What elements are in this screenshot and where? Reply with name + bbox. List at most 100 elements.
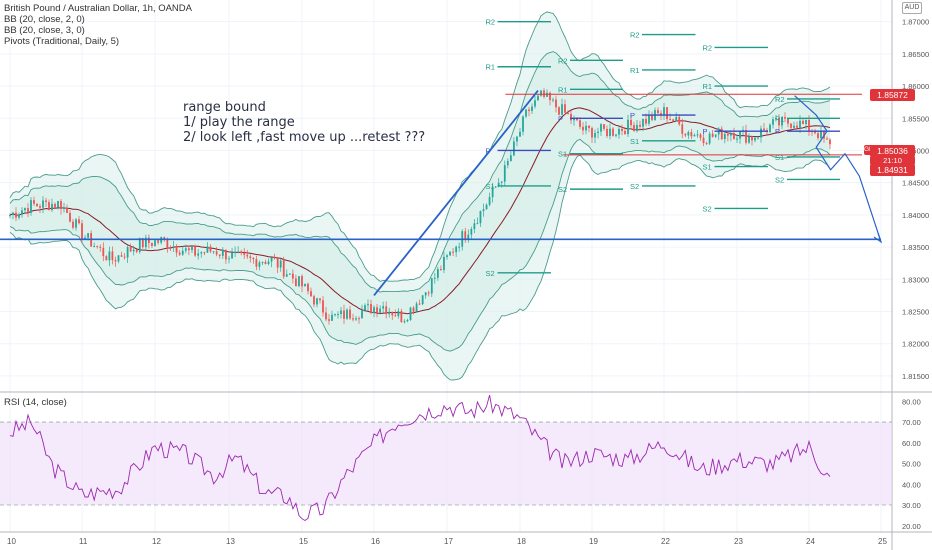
candle-body <box>352 318 354 320</box>
candle-body <box>144 237 147 248</box>
candle-body <box>485 204 488 210</box>
candle-body <box>600 124 602 132</box>
candle-body <box>54 203 56 208</box>
pivot-levels: R2 R1 P S1 S2 R2 R1 P S1 S2 R2 R1 P S1 S2 R2 R1 P S1 S2 R2 R1… <box>486 18 840 278</box>
pivot-s2-label: S2 <box>486 269 495 278</box>
candle-body <box>96 246 99 248</box>
candle-body <box>154 240 156 246</box>
bb-legend-1[interactable]: BB (20, close, 2, 0) <box>4 14 85 25</box>
candle-body <box>370 304 372 314</box>
candle-body <box>218 254 221 256</box>
pivots-legend[interactable]: Pivots (Traditional, Daily, 5) <box>4 36 120 47</box>
pivot-s1-label: S1 <box>703 163 712 172</box>
rsi-tick-label: 20.00 <box>902 522 921 531</box>
candle-body <box>307 283 309 292</box>
candle-body <box>745 130 747 143</box>
candle-body <box>543 90 545 97</box>
rsi-tick-label: 70.00 <box>902 418 921 427</box>
price-tick-label: 1.83500 <box>902 243 929 252</box>
projected-path <box>794 95 882 243</box>
candle-body <box>72 221 74 228</box>
user-drawings[interactable] <box>0 90 883 296</box>
candle-body <box>231 252 233 259</box>
candle-body <box>430 278 433 294</box>
candle-body <box>591 128 593 138</box>
candle-body <box>135 249 138 252</box>
candle-body <box>63 207 65 209</box>
candle-body <box>166 239 169 248</box>
candle-body <box>206 246 209 253</box>
candle-body <box>470 228 473 235</box>
candle-body <box>711 133 714 137</box>
candle-body <box>385 306 388 315</box>
candle-body <box>252 257 255 260</box>
candle-body <box>60 201 62 209</box>
candle-body <box>558 107 560 115</box>
candle-body <box>633 125 635 131</box>
candle-body <box>549 92 551 101</box>
candle-body <box>624 130 626 135</box>
candle-body <box>27 208 29 213</box>
candle-body <box>506 161 509 166</box>
candle-body <box>36 203 38 207</box>
candle-body <box>699 134 702 138</box>
currency-badge[interactable]: AUD <box>902 2 922 14</box>
candle-body <box>340 310 342 315</box>
candle-body <box>609 128 611 137</box>
candle-body <box>778 117 780 126</box>
candle-body <box>588 125 590 129</box>
candle-body <box>138 238 141 252</box>
candle-body <box>184 248 187 251</box>
candle-body <box>273 257 276 259</box>
candle-body <box>582 126 584 131</box>
candle-body <box>594 133 596 138</box>
candle-body <box>117 255 120 262</box>
candle-body <box>334 314 336 316</box>
pivot-r1-label: R1 <box>630 66 640 75</box>
time-tick-label: 25 <box>878 537 887 546</box>
candle-body <box>433 277 436 279</box>
pivot-p-label: P <box>703 127 708 136</box>
time-tick-label: 12 <box>152 537 161 546</box>
note-line-3: 2/ look left ,fast move up ...retest ??? <box>183 130 426 145</box>
candle-body <box>720 128 723 140</box>
candle-body <box>148 237 150 244</box>
candle-body <box>473 223 476 229</box>
candle-body <box>215 251 218 255</box>
candle-body <box>730 133 732 136</box>
candle-body <box>528 109 530 112</box>
candle-body <box>790 123 792 128</box>
pivot-s1-label: S1 <box>775 153 784 162</box>
candle-body <box>826 138 828 140</box>
candle-body <box>421 295 424 305</box>
pivot-r1-label: R1 <box>486 63 496 72</box>
candle-body <box>690 132 693 137</box>
rsi-legend[interactable]: RSI (14, close) <box>4 397 67 408</box>
candle-body <box>295 278 297 287</box>
rsi-tick-label: 50.00 <box>902 460 921 469</box>
rsi-line <box>9 394 831 522</box>
pivot-s1-label: S1 <box>558 150 567 159</box>
pivot-p-label: P <box>630 111 635 120</box>
candle-body <box>657 110 659 114</box>
candle-body <box>141 238 144 248</box>
candle-body <box>45 200 47 203</box>
pivot-s2-label: S2 <box>775 175 784 184</box>
bb-legend-2[interactable]: BB (20, close, 3, 0) <box>4 25 85 36</box>
candle-body <box>516 136 518 142</box>
candle-body <box>805 120 807 124</box>
candle-body <box>458 246 461 248</box>
time-tick-label: 10 <box>7 537 16 546</box>
candle-body <box>409 307 412 320</box>
pivot-r2-label: R2 <box>630 31 640 40</box>
bb-basis <box>9 107 831 315</box>
candle-body <box>561 104 563 115</box>
candle-body <box>576 117 578 121</box>
candle-body <box>200 252 203 254</box>
candle-body <box>367 304 369 306</box>
candle-body <box>760 128 762 138</box>
candle-body <box>503 165 506 182</box>
rsi-tick-label: 40.00 <box>902 480 921 489</box>
candle-body <box>298 276 300 287</box>
